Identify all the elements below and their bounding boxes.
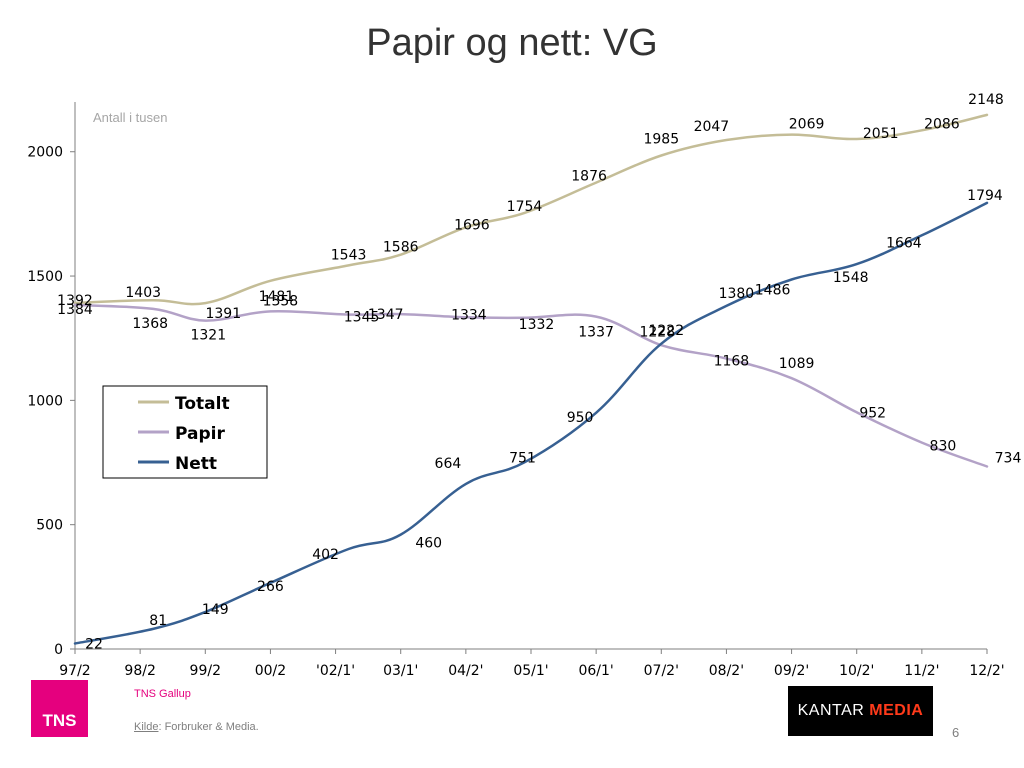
data-label-totalt: 1543 bbox=[331, 247, 367, 263]
source-line: Kilde: Forbruker & Media. bbox=[134, 721, 259, 733]
data-label-totalt: 1391 bbox=[205, 306, 241, 322]
data-label-papir: 1222 bbox=[648, 323, 684, 339]
data-label-totalt: 2148 bbox=[968, 92, 1004, 108]
x-tick-label: 06/1' bbox=[578, 663, 613, 679]
y-tick-label: 0 bbox=[54, 642, 63, 658]
chart-lines bbox=[73, 113, 989, 645]
kantar-word: KANTAR bbox=[797, 702, 865, 719]
data-label-papir: 734 bbox=[995, 451, 1022, 467]
x-tick-label: 03/1' bbox=[383, 663, 418, 679]
data-label-papir: 1332 bbox=[519, 317, 555, 333]
data-label-totalt: 1985 bbox=[643, 132, 679, 148]
slide-title: Papir og nett: VG bbox=[366, 22, 658, 64]
chart-legend: Totalt Papir Nett bbox=[102, 385, 268, 479]
y-tick-label: 1000 bbox=[27, 393, 63, 409]
x-tick-label: 10/2' bbox=[839, 663, 874, 679]
kantar-media-logo-text: KANTAR MEDIA bbox=[788, 686, 933, 736]
media-word: MEDIA bbox=[869, 702, 924, 719]
source-label: Kilde bbox=[134, 721, 159, 733]
data-label-nett: 664 bbox=[435, 456, 462, 472]
x-tick-label: 07/2' bbox=[644, 663, 679, 679]
x-tick-label: '02/1' bbox=[316, 663, 355, 679]
x-tick-label: 11/2' bbox=[904, 663, 939, 679]
data-label-totalt: 2051 bbox=[863, 126, 899, 142]
data-label-papir: 1347 bbox=[368, 307, 404, 323]
data-label-nett: 1380 bbox=[719, 286, 755, 302]
x-tick-label: 12/2' bbox=[969, 663, 1004, 679]
data-label-totalt: 1403 bbox=[125, 285, 161, 301]
data-label-papir: 1321 bbox=[190, 328, 226, 344]
data-label-nett: 1228 bbox=[639, 325, 675, 341]
data-label-papir: 1168 bbox=[714, 354, 750, 370]
data-label-totalt: 1481 bbox=[259, 289, 295, 305]
data-label-papir: 1368 bbox=[132, 316, 168, 332]
x-tick-label: 05/1' bbox=[513, 663, 548, 679]
series-line-nett bbox=[73, 201, 989, 645]
legend-label-totalt: Totalt bbox=[175, 394, 230, 414]
data-label-papir: 952 bbox=[859, 405, 886, 421]
data-label-totalt: 1586 bbox=[383, 240, 419, 256]
chart-axes: 0 500 1000 1500 2000 97/2 98/2 99/2 00/2 '02/1' 03… bbox=[27, 102, 1005, 679]
y-axis-label: Antall i tusen bbox=[93, 110, 167, 125]
chart-data-labels: 1392 1403 1391 1481 1543 1586 1696 1754 1876 1985… bbox=[57, 92, 1021, 653]
x-tick-label: 08/2' bbox=[709, 663, 744, 679]
y-tick-label: 500 bbox=[36, 518, 63, 534]
x-tick-label: 09/2' bbox=[774, 663, 809, 679]
x-tick-label: 00/2 bbox=[255, 663, 286, 679]
x-tick-label: 97/2 bbox=[59, 663, 90, 679]
data-label-nett: 81 bbox=[149, 613, 167, 629]
x-tick-label: 98/2 bbox=[124, 663, 155, 679]
data-label-nett: 460 bbox=[415, 536, 442, 552]
legend-label-nett: Nett bbox=[175, 454, 217, 474]
series-line-papir bbox=[73, 303, 989, 468]
tns-logo-text: TNS bbox=[42, 711, 77, 730]
tns-logo: TNS bbox=[31, 680, 88, 737]
data-label-papir: 1345 bbox=[344, 310, 380, 326]
data-label-totalt: 1754 bbox=[507, 199, 543, 215]
footer-brand: TNS Gallup bbox=[134, 688, 191, 700]
legend-label-papir: Papir bbox=[175, 424, 225, 444]
data-label-nett: 1548 bbox=[833, 270, 869, 286]
line-chart: 0 500 1000 1500 2000 97/2 98/2 99/2 00/2 '02/1' 03… bbox=[27, 92, 1021, 679]
data-label-totalt: 1392 bbox=[57, 293, 93, 309]
data-label-totalt: 1876 bbox=[571, 169, 607, 185]
data-label-nett: 1486 bbox=[755, 283, 791, 299]
data-label-totalt: 2047 bbox=[694, 119, 730, 135]
y-tick-label: 2000 bbox=[27, 145, 63, 161]
legend-box bbox=[102, 385, 268, 479]
page-number: 6 bbox=[952, 725, 960, 740]
data-label-nett: 402 bbox=[312, 547, 339, 563]
data-label-nett: 1664 bbox=[886, 235, 922, 251]
data-label-nett: 751 bbox=[509, 450, 536, 466]
data-label-nett: 950 bbox=[567, 410, 594, 426]
data-label-nett: 149 bbox=[202, 602, 229, 618]
data-label-papir: 1334 bbox=[451, 307, 487, 323]
data-label-totalt: 1696 bbox=[454, 217, 490, 233]
source-text: : Forbruker & Media. bbox=[158, 721, 259, 733]
data-label-nett: 1794 bbox=[967, 188, 1003, 204]
data-label-totalt: 2069 bbox=[789, 117, 825, 133]
x-tick-label: 04/2' bbox=[448, 663, 483, 679]
data-label-papir: 1089 bbox=[779, 356, 815, 372]
data-label-totalt: 2086 bbox=[924, 116, 960, 132]
kantar-media-logo: KANTAR MEDIA bbox=[788, 686, 933, 736]
data-label-papir: 1358 bbox=[263, 293, 299, 309]
data-label-papir: 1384 bbox=[57, 302, 93, 318]
data-label-nett: 266 bbox=[257, 579, 284, 595]
data-label-nett: 22 bbox=[85, 637, 103, 653]
y-tick-label: 1500 bbox=[27, 269, 63, 285]
data-label-papir: 1337 bbox=[578, 325, 614, 341]
data-label-papir: 830 bbox=[930, 439, 957, 455]
series-line-totalt bbox=[73, 113, 989, 306]
x-tick-label: 99/2 bbox=[190, 663, 221, 679]
